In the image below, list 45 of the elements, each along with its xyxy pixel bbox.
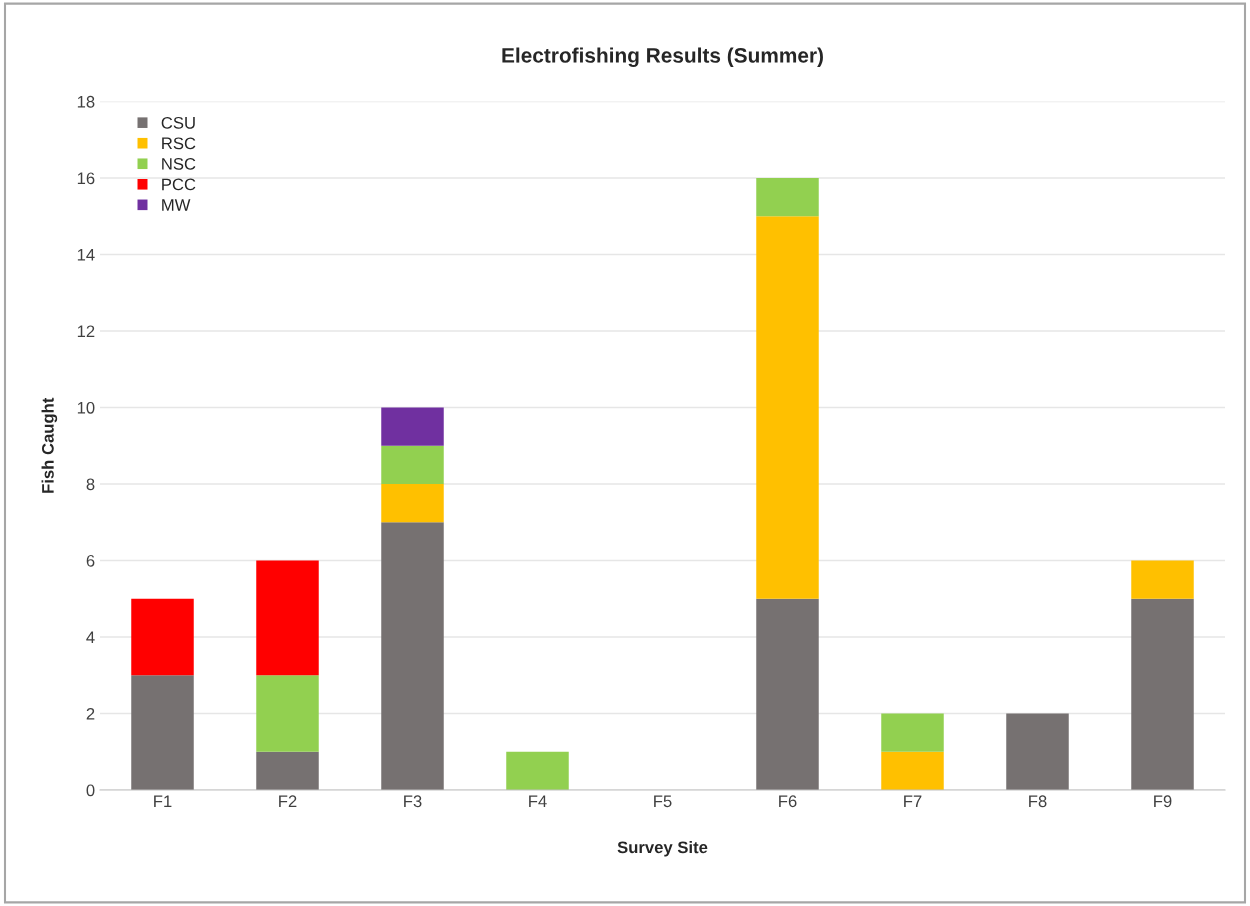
y-tick-label: 14 xyxy=(77,249,95,261)
y-tick-label: 12 xyxy=(77,325,95,338)
bar xyxy=(756,598,819,791)
bar xyxy=(506,751,569,791)
x-tick-label: F9 xyxy=(1154,795,1172,808)
bar xyxy=(1131,560,1194,599)
y-tick-label: 18 xyxy=(77,95,95,108)
bar xyxy=(381,445,444,485)
x-tick-label: F5 xyxy=(654,795,672,808)
y-tick-label: 4 xyxy=(86,631,95,644)
bar xyxy=(381,407,444,446)
bar xyxy=(381,484,444,523)
x-axis-title: Survey Site xyxy=(617,840,708,857)
legend-label: CSU xyxy=(161,116,195,129)
bar xyxy=(381,522,444,791)
x-tick-label: F4 xyxy=(529,795,547,807)
y-tick-label: 0 xyxy=(86,784,95,797)
y-tick-label: 10 xyxy=(77,401,95,414)
bar xyxy=(756,216,819,599)
y-tick-label: 16 xyxy=(77,172,95,185)
legend-label: RSC xyxy=(162,137,196,150)
bar xyxy=(881,713,944,752)
x-tick-label: F7 xyxy=(904,795,922,807)
bar xyxy=(131,675,194,791)
bar xyxy=(1131,598,1194,791)
legend-label: NSC xyxy=(162,157,196,170)
x-tick-label: F3 xyxy=(404,795,422,808)
legend-label: PCC xyxy=(162,178,196,191)
x-tick-label: F1 xyxy=(154,795,172,807)
bar xyxy=(131,598,194,676)
y-tick-label: 8 xyxy=(86,478,95,491)
x-tick-label: F2 xyxy=(279,795,297,807)
x-tick-label: F8 xyxy=(1029,795,1047,808)
chart-title: Electrofishing Results (Summer) xyxy=(502,47,823,67)
y-axis-title: Fish Caught xyxy=(41,397,58,493)
x-tick-label: F6 xyxy=(779,795,797,808)
y-tick-label: 2 xyxy=(86,707,95,720)
y-tick-label: 6 xyxy=(86,554,95,567)
legend-label: MW xyxy=(162,199,191,211)
bar xyxy=(1006,713,1069,791)
bar xyxy=(256,675,319,752)
bar xyxy=(881,751,944,791)
bar xyxy=(256,751,319,791)
bar xyxy=(256,560,319,676)
bar xyxy=(756,177,819,217)
